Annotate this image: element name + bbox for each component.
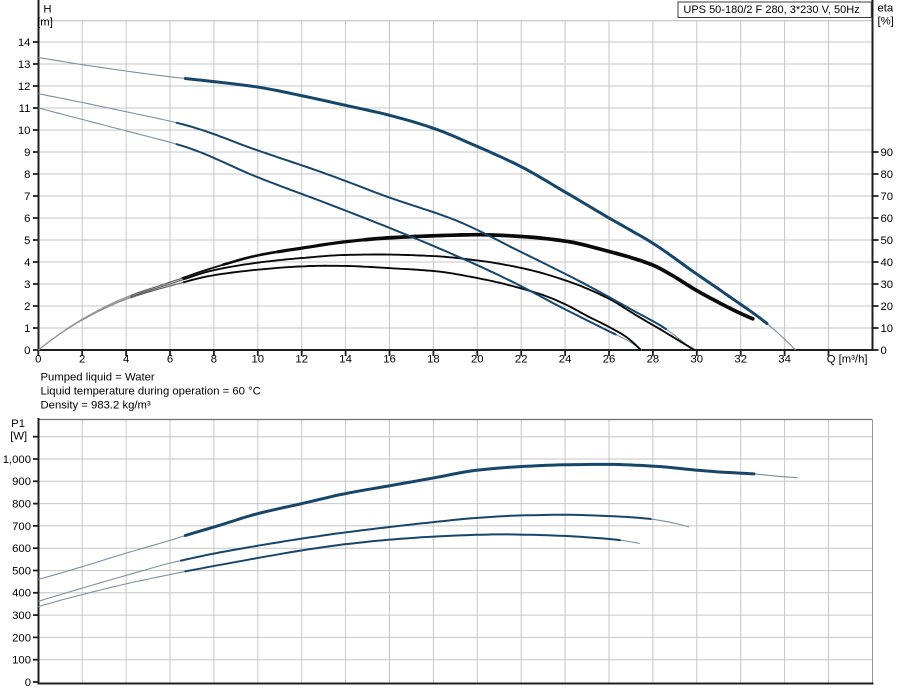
svg-text:5: 5 [24, 235, 30, 247]
svg-text:40: 40 [881, 257, 894, 269]
svg-text:30: 30 [881, 279, 894, 291]
svg-text:Pumped liquid = Water: Pumped liquid = Water [41, 372, 155, 384]
svg-text:0: 0 [35, 354, 41, 366]
svg-text:28: 28 [647, 354, 660, 366]
svg-text:34: 34 [778, 354, 791, 366]
svg-text:900: 900 [12, 476, 31, 488]
svg-text:1: 1 [24, 323, 30, 335]
svg-text:UPS 50-180/2 F 280, 3*230 V, 5: UPS 50-180/2 F 280, 3*230 V, 50Hz [683, 4, 859, 16]
svg-text:500: 500 [12, 565, 31, 577]
svg-text:1,000: 1,000 [3, 454, 31, 466]
svg-text:14: 14 [339, 354, 352, 366]
svg-text:H: H [43, 4, 51, 16]
svg-text:10: 10 [18, 125, 31, 137]
svg-text:Density = 983.2 kg/m³: Density = 983.2 kg/m³ [41, 400, 151, 412]
svg-text:6: 6 [167, 354, 173, 366]
svg-text:11: 11 [19, 103, 31, 115]
svg-text:7: 7 [24, 191, 30, 203]
svg-text:22: 22 [515, 354, 528, 366]
svg-text:0: 0 [881, 345, 887, 357]
svg-text:200: 200 [12, 632, 31, 644]
svg-text:2: 2 [24, 301, 30, 313]
svg-text:26: 26 [603, 354, 616, 366]
svg-text:[W]: [W] [10, 431, 27, 443]
svg-text:800: 800 [12, 499, 31, 511]
svg-text:9: 9 [24, 147, 30, 159]
svg-text:90: 90 [881, 147, 894, 159]
svg-text:600: 600 [12, 543, 31, 555]
svg-text:8: 8 [24, 169, 30, 181]
svg-text:13: 13 [18, 59, 31, 71]
svg-text:300: 300 [12, 610, 31, 622]
svg-text:80: 80 [881, 169, 894, 181]
svg-text:8: 8 [211, 354, 217, 366]
svg-text:32: 32 [734, 354, 747, 366]
svg-text:[%]: [%] [878, 16, 894, 28]
svg-text:30: 30 [691, 354, 704, 366]
svg-text:10: 10 [881, 323, 894, 335]
svg-text:[m]: [m] [37, 17, 53, 29]
svg-text:50: 50 [881, 235, 894, 247]
svg-text:0: 0 [25, 677, 31, 689]
svg-text:16: 16 [383, 354, 396, 366]
svg-text:20: 20 [881, 301, 894, 313]
svg-text:eta: eta [878, 3, 894, 15]
svg-text:Q [m³/h]: Q [m³/h] [827, 354, 868, 366]
svg-text:12: 12 [295, 354, 308, 366]
svg-text:P1: P1 [11, 418, 25, 430]
svg-text:4: 4 [24, 257, 30, 269]
svg-text:12: 12 [18, 81, 31, 93]
svg-text:2: 2 [79, 354, 85, 366]
svg-text:0: 0 [24, 345, 30, 357]
svg-text:3: 3 [24, 279, 30, 291]
svg-text:24: 24 [559, 354, 572, 366]
svg-text:60: 60 [881, 213, 894, 225]
svg-text:700: 700 [12, 521, 31, 533]
svg-text:70: 70 [881, 191, 894, 203]
svg-text:6: 6 [24, 213, 30, 225]
svg-text:Liquid temperature during oper: Liquid temperature during operation = 60… [41, 386, 261, 398]
svg-text:4: 4 [123, 354, 129, 366]
svg-text:100: 100 [12, 655, 31, 667]
svg-text:20: 20 [471, 354, 484, 366]
svg-text:18: 18 [427, 354, 440, 366]
svg-text:14: 14 [18, 37, 31, 49]
svg-text:10: 10 [252, 354, 265, 366]
svg-text:400: 400 [12, 588, 31, 600]
